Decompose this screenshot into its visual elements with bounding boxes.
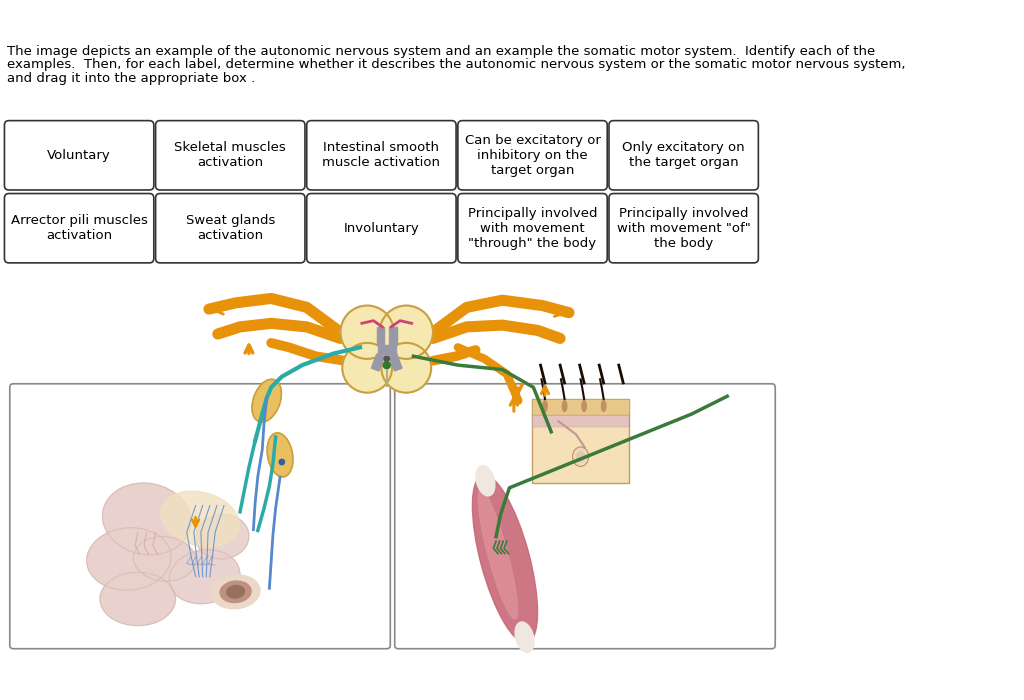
Ellipse shape: [226, 586, 245, 598]
FancyBboxPatch shape: [10, 384, 390, 649]
Text: Only excitatory on
the target organ: Only excitatory on the target organ: [623, 141, 745, 169]
FancyArrow shape: [377, 327, 384, 344]
Ellipse shape: [267, 433, 293, 477]
Ellipse shape: [601, 400, 606, 412]
Text: Principally involved
with movement "of"
the body: Principally involved with movement "of" …: [616, 206, 751, 250]
Ellipse shape: [196, 514, 249, 559]
Text: Can be excitatory or
inhibitory on the
target organ: Can be excitatory or inhibitory on the t…: [465, 134, 600, 177]
Circle shape: [369, 334, 404, 370]
Bar: [531, 415, 630, 427]
Ellipse shape: [543, 400, 547, 412]
FancyBboxPatch shape: [609, 193, 759, 263]
Ellipse shape: [100, 573, 175, 626]
FancyBboxPatch shape: [4, 193, 154, 263]
Ellipse shape: [133, 537, 196, 581]
FancyBboxPatch shape: [458, 120, 607, 190]
Circle shape: [381, 343, 431, 393]
FancyBboxPatch shape: [609, 120, 759, 190]
Text: Arrector pili muscles
activation: Arrector pili muscles activation: [10, 214, 147, 242]
Text: The image depicts an example of the autonomic nervous system and an example the : The image depicts an example of the auto…: [7, 45, 876, 58]
Ellipse shape: [478, 490, 517, 619]
Circle shape: [341, 305, 394, 359]
Bar: [531, 399, 630, 484]
Ellipse shape: [161, 491, 240, 547]
Text: Sweat glands
activation: Sweat glands activation: [185, 214, 275, 242]
Ellipse shape: [252, 379, 282, 422]
Circle shape: [342, 343, 392, 393]
Text: Involuntary: Involuntary: [343, 222, 419, 235]
Ellipse shape: [169, 550, 240, 603]
FancyArrow shape: [372, 354, 384, 371]
Ellipse shape: [582, 400, 587, 412]
Ellipse shape: [472, 475, 538, 643]
Circle shape: [384, 356, 389, 362]
Circle shape: [380, 305, 433, 359]
Circle shape: [383, 362, 390, 369]
FancyArrow shape: [389, 354, 402, 371]
Text: examples.  Then, for each label, determine whether it describes the autonomic ne: examples. Then, for each label, determin…: [7, 58, 905, 71]
Text: Skeletal muscles
activation: Skeletal muscles activation: [174, 141, 286, 169]
Ellipse shape: [87, 528, 171, 590]
Ellipse shape: [220, 581, 251, 603]
FancyBboxPatch shape: [156, 120, 305, 190]
Ellipse shape: [515, 622, 535, 652]
Ellipse shape: [562, 400, 566, 412]
Ellipse shape: [577, 452, 585, 461]
FancyBboxPatch shape: [307, 120, 456, 190]
FancyBboxPatch shape: [156, 193, 305, 263]
Bar: [531, 399, 630, 415]
Ellipse shape: [211, 575, 260, 609]
FancyBboxPatch shape: [4, 120, 154, 190]
FancyArrow shape: [389, 327, 396, 344]
Text: and drag it into the appropriate box .: and drag it into the appropriate box .: [7, 71, 255, 85]
Text: Intestinal smooth
muscle activation: Intestinal smooth muscle activation: [323, 141, 440, 169]
Circle shape: [280, 459, 285, 465]
Text: Voluntary: Voluntary: [47, 149, 111, 162]
Circle shape: [368, 330, 407, 370]
FancyBboxPatch shape: [458, 193, 607, 263]
Text: Principally involved
with movement
"through" the body: Principally involved with movement "thro…: [468, 206, 597, 250]
Ellipse shape: [102, 483, 190, 555]
Ellipse shape: [572, 447, 589, 466]
Ellipse shape: [476, 466, 495, 496]
FancyBboxPatch shape: [394, 384, 775, 649]
FancyBboxPatch shape: [307, 193, 456, 263]
Bar: [378, 344, 395, 354]
